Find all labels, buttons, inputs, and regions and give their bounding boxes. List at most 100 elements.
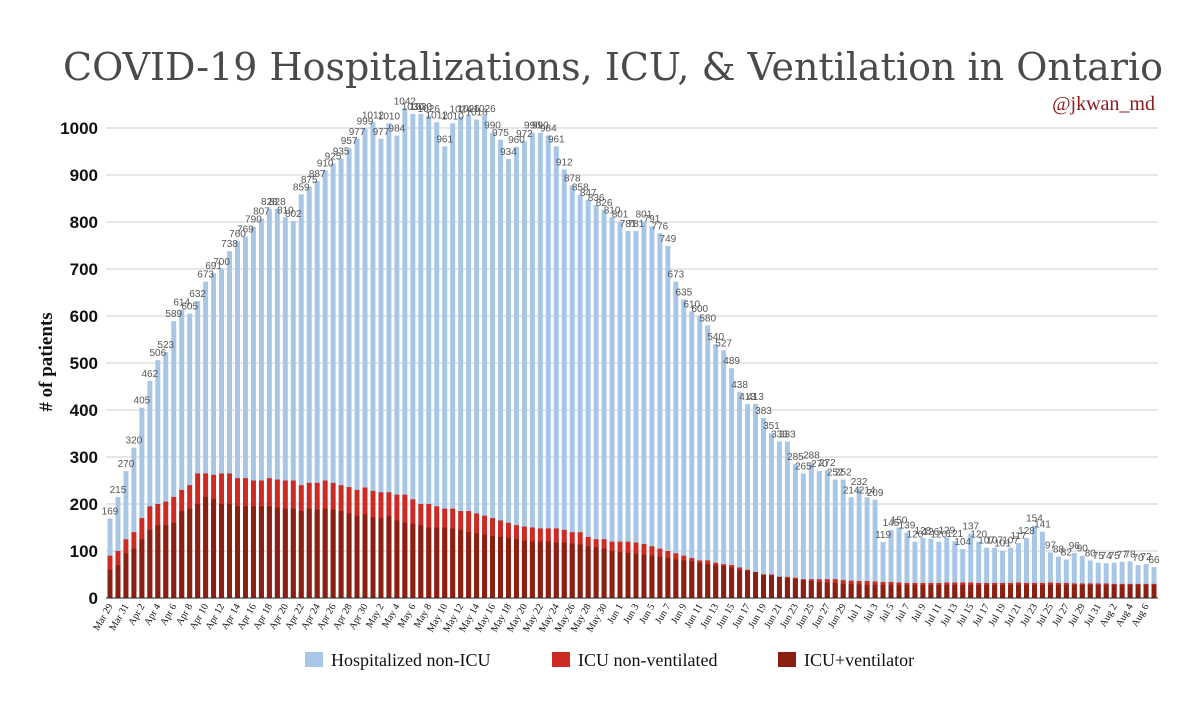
bar-hospitalized-non-icu — [418, 113, 424, 599]
bar-icu-ventilator — [513, 539, 519, 598]
chart-title: COVID-19 Hospitalizations, ICU, & Ventil… — [63, 45, 1163, 89]
data-label: 960 — [508, 135, 525, 146]
bar-icu-ventilator — [912, 584, 918, 598]
bar-icu-ventilator — [768, 575, 774, 598]
bar-icu-ventilator — [490, 535, 496, 598]
bar-icu-ventilator — [306, 508, 312, 598]
bar-icu-ventilator — [1031, 584, 1037, 598]
bar-icu-ventilator — [1063, 584, 1069, 598]
bar-hospitalized-non-icu — [960, 549, 966, 598]
bar-hospitalized-non-icu — [569, 185, 575, 598]
data-label: 975 — [492, 128, 509, 139]
bar-hospitalized-non-icu — [227, 251, 233, 598]
data-label: 270 — [118, 459, 135, 470]
bar-icu-ventilator — [1103, 584, 1109, 598]
bar-hospitalized-non-icu — [625, 230, 631, 598]
x-tick-label: Jun 1 — [605, 602, 625, 626]
data-label: 935 — [333, 147, 350, 158]
bar-hospitalized-non-icu — [856, 488, 862, 598]
bar-hospitalized-non-icu — [242, 236, 248, 598]
data-label: 66 — [1148, 555, 1160, 566]
bar-icu-ventilator — [896, 584, 902, 598]
bar-icu-ventilator — [107, 569, 113, 598]
bar-hospitalized-non-icu — [187, 313, 193, 598]
bar-hospitalized-non-icu — [410, 113, 416, 599]
bar-icu-ventilator — [378, 518, 384, 598]
data-label: 523 — [157, 340, 174, 351]
data-label: 405 — [134, 396, 151, 407]
bar-icu-ventilator — [1151, 584, 1157, 598]
bar-icu-ventilator — [163, 525, 169, 598]
bar-icu-ventilator — [155, 525, 161, 598]
bar-hospitalized-non-icu — [609, 217, 615, 599]
bar-icu-ventilator — [856, 584, 862, 598]
data-label: 252 — [827, 468, 844, 479]
bar-hospitalized-non-icu — [792, 464, 798, 598]
bar-icu-ventilator — [322, 508, 328, 598]
bar-hospitalized-non-icu — [282, 217, 288, 599]
bar-hospitalized-non-icu — [402, 108, 408, 598]
bar-hospitalized-non-icu — [394, 135, 400, 598]
bar-hospitalized-non-icu — [992, 547, 998, 598]
bar-hospitalized-non-icu — [912, 541, 918, 598]
x-tick-label: Jul 1 — [846, 602, 865, 624]
bar-icu-ventilator — [776, 576, 782, 598]
data-label: 749 — [660, 234, 677, 245]
bar-icu-ventilator — [840, 583, 846, 598]
bar-hospitalized-non-icu — [537, 132, 543, 598]
bar-hospitalized-non-icu — [824, 470, 830, 598]
bar-hospitalized-non-icu — [1095, 562, 1101, 598]
bar-hospitalized-non-icu — [219, 269, 225, 598]
y-axis: 0 100 200 300 400 500 600 700 800 900 1000 — [60, 119, 98, 608]
legend: Hospitalized non-ICU ICU non-ventilated IC… — [305, 650, 914, 670]
bar-hospitalized-non-icu — [553, 146, 559, 598]
data-label: 462 — [141, 369, 158, 380]
bar-hospitalized-non-icu — [976, 541, 982, 598]
bar-icu-ventilator — [219, 504, 225, 598]
bar-icu-ventilator — [569, 543, 575, 598]
bar-hospitalized-non-icu — [864, 497, 870, 598]
bar-hospitalized-non-icu — [458, 116, 464, 598]
x-tick-label: Jul 5 — [878, 602, 897, 624]
y-axis-label: # of patients — [36, 312, 57, 411]
data-label: 413 — [739, 392, 756, 403]
data-label: 826 — [596, 198, 613, 209]
bar-icu-ventilator — [944, 584, 950, 598]
y-tick-label: 800 — [70, 213, 98, 232]
data-label: 137 — [962, 522, 979, 533]
bar-hospitalized-non-icu — [346, 148, 352, 598]
bar-icu-ventilator — [498, 536, 503, 598]
bar-icu-ventilator — [800, 580, 806, 598]
bar-icu-ventilator — [203, 496, 209, 598]
data-label: 1010 — [378, 111, 401, 122]
bar-hospitalized-non-icu — [1039, 531, 1045, 598]
bar-hospitalized-non-icu — [450, 123, 456, 599]
bar-icu-ventilator — [729, 567, 735, 598]
bar-hospitalized-non-icu — [266, 208, 272, 598]
data-label: 351 — [763, 421, 780, 432]
bar-icu-ventilator — [761, 574, 766, 598]
bar-hospitalized-non-icu — [330, 163, 336, 598]
bar-icu-ventilator — [936, 584, 942, 598]
data-label: 691 — [205, 261, 222, 272]
bar-icu-ventilator — [474, 533, 480, 598]
bar-hospitalized-non-icu — [490, 132, 496, 598]
bar-icu-ventilator — [609, 551, 615, 598]
data-label: 489 — [723, 356, 740, 367]
legend-label: Hospitalized non-ICU — [331, 650, 490, 670]
data-label: 790 — [245, 215, 262, 226]
bar-icu-ventilator — [1111, 584, 1117, 598]
legend-label: ICU non-ventilated — [578, 650, 717, 670]
bar-hospitalized-non-icu — [195, 300, 201, 598]
bar-hospitalized-non-icu — [338, 158, 344, 599]
bar-icu-ventilator — [362, 514, 368, 598]
bar-hospitalized-non-icu — [1055, 556, 1061, 598]
bar-hospitalized-non-icu — [115, 496, 121, 598]
data-label: 1018 — [465, 108, 488, 119]
bar-icu-ventilator — [673, 559, 679, 598]
data-label: 78 — [1125, 549, 1137, 560]
data-label: 101 — [994, 539, 1011, 550]
bar-hospitalized-non-icu — [593, 205, 599, 598]
data-label: 120 — [930, 530, 947, 541]
